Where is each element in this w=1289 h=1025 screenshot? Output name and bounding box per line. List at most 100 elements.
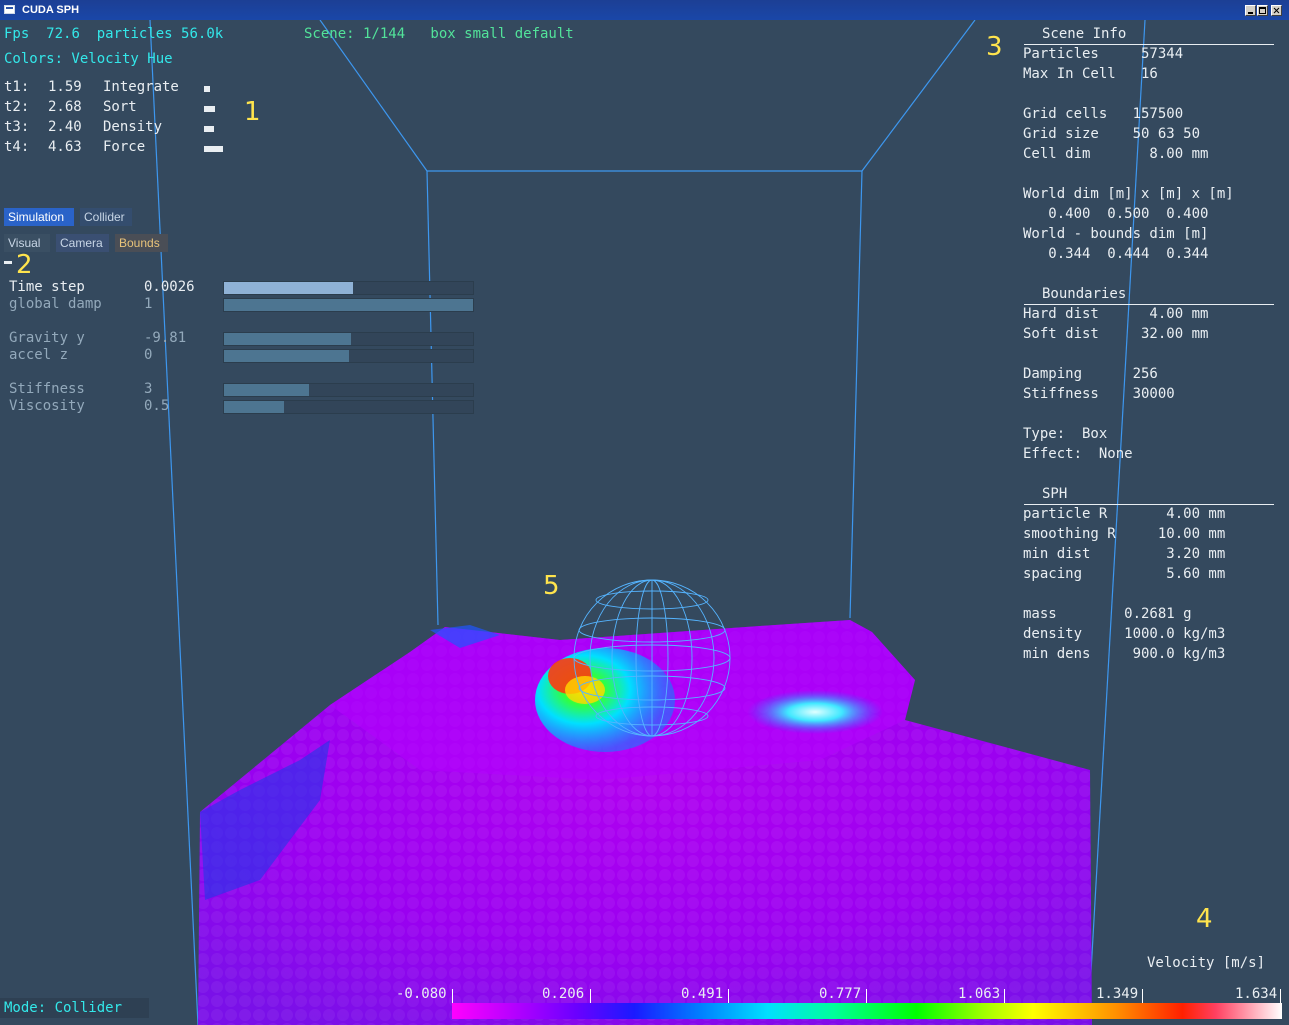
legend-tick: [452, 989, 453, 1003]
scroll-indicator: [4, 261, 12, 264]
info-world-dim-values: 0.400 0.500 0.400: [1023, 206, 1209, 222]
timing-bar: [204, 146, 223, 152]
legend-tick-label: -0.080: [396, 986, 447, 1002]
minimize-button[interactable]: [1245, 5, 1256, 16]
info-type: Type: Box: [1023, 426, 1108, 442]
param-value: 0: [144, 347, 153, 363]
window-title: CUDA SPH: [22, 4, 80, 16]
fps-label: Fps: [4, 26, 30, 42]
legend-title: Velocity [m/s]: [1147, 955, 1266, 971]
particles-value: 56.0k: [181, 26, 224, 42]
legend-tick-label: 1.063: [958, 986, 1001, 1002]
marker-3: 3: [986, 32, 1003, 62]
timing-name: Sort: [103, 99, 137, 115]
boundaries-heading: Boundaries: [1024, 286, 1274, 305]
sph-heading: SPH: [1024, 486, 1274, 505]
param-value: 1: [144, 296, 153, 312]
gravity-y-slider[interactable]: [223, 332, 474, 346]
timing-name: Integrate: [103, 79, 179, 95]
info-density: density 1000.0 kg/m3: [1023, 626, 1226, 642]
param-label: Stiffness: [9, 381, 85, 397]
info-world-dim-label: World dim [m] x [m] x [m]: [1023, 186, 1234, 202]
legend-color-bar: [452, 1003, 1282, 1019]
slider-fill: [224, 282, 354, 294]
info-particle-r: particle R 4.00 mm: [1023, 506, 1226, 522]
legend-tick: [1280, 989, 1281, 1003]
param-value: 0.0026: [144, 279, 195, 295]
info-min-dist: min dist 3.20 mm: [1023, 546, 1226, 562]
heading-text: Boundaries: [1042, 286, 1127, 302]
slider-fill: [224, 333, 351, 345]
info-effect: Effect: None: [1023, 446, 1133, 462]
timing-value: 4.63: [48, 139, 82, 155]
info-grid-size: Grid size 50 63 50: [1023, 126, 1201, 142]
legend-tick-label: 0.777: [819, 986, 862, 1002]
info-hard-dist: Hard dist 4.00 mm: [1023, 306, 1209, 322]
colors-readout: Colors: Velocity Hue: [4, 51, 173, 67]
info-max-in-cell: Max In Cell 16: [1023, 66, 1158, 82]
fps-value: 72.6: [46, 26, 80, 42]
time-step-slider[interactable]: [223, 281, 474, 295]
info-soft-dist: Soft dist 32.00 mm: [1023, 326, 1209, 342]
info-damping: Damping 256: [1023, 366, 1158, 382]
legend-tick: [1142, 989, 1143, 1003]
timing-bar: [204, 106, 215, 112]
info-cell-dim: Cell dim 8.00 mm: [1023, 146, 1209, 162]
collider-sphere: [573, 579, 731, 737]
info-particles: Particles 57344: [1023, 46, 1184, 62]
timing-value: 2.68: [48, 99, 82, 115]
marker-2: 2: [16, 250, 33, 280]
timing-bar: [204, 126, 214, 132]
info-grid-cells: Grid cells 157500: [1023, 106, 1184, 122]
legend-tick: [590, 989, 591, 1003]
param-label: Viscosity: [9, 398, 85, 414]
info-min-dens: min dens 900.0 kg/m3: [1023, 646, 1226, 662]
slider-fill: [224, 384, 309, 396]
accel-z-slider[interactable]: [223, 349, 474, 363]
viscosity-slider[interactable]: [223, 400, 474, 414]
title-bar[interactable]: CUDA SPH: [0, 0, 1289, 20]
maximize-button[interactable]: [1257, 5, 1268, 16]
global-damp-slider[interactable]: [223, 298, 474, 312]
timing-id: t4:: [4, 139, 30, 155]
marker-1: 1: [244, 97, 261, 127]
info-stiffness: Stiffness 30000: [1023, 386, 1175, 402]
timing-value: 1.59: [48, 79, 82, 95]
legend-tick-label: 1.634: [1235, 986, 1278, 1002]
legend-tick: [1004, 989, 1005, 1003]
param-label: accel z: [9, 347, 69, 363]
app-icon[interactable]: [4, 5, 15, 14]
close-button[interactable]: [1271, 5, 1282, 16]
slider-fill: [224, 299, 473, 311]
tab-visual[interactable]: Visual: [4, 234, 50, 252]
slider-fill: [224, 350, 349, 362]
info-world-bounds-values: 0.344 0.444 0.344: [1023, 246, 1209, 262]
surface-ripple: [747, 690, 883, 734]
particles-label: particles: [96, 26, 173, 42]
bounds-wireframe: [149, 20, 1146, 1025]
tab-collider[interactable]: Collider: [80, 208, 132, 226]
info-world-bounds-label: World - bounds dim [m]: [1023, 226, 1209, 242]
tab-camera[interactable]: Camera: [56, 234, 109, 252]
legend-tick-label: 1.349: [1096, 986, 1139, 1002]
tab-simulation[interactable]: Simulation: [4, 208, 74, 226]
param-value: 3: [144, 381, 153, 397]
legend-tick-label: 0.206: [542, 986, 585, 1002]
heading-text: SPH: [1042, 486, 1068, 502]
scene-info-heading: Scene Info: [1024, 26, 1274, 45]
heading-text: Scene Info: [1042, 26, 1127, 42]
param-label: Time step: [9, 279, 85, 295]
info-mass: mass 0.2681 g: [1023, 606, 1192, 622]
legend-tick-label: 0.491: [681, 986, 724, 1002]
timing-id: t3:: [4, 119, 30, 135]
fps-readout: Fps 72.6 particles 56.0k: [4, 24, 223, 44]
scene-readout: Scene: 1/144 box small default: [304, 26, 574, 42]
param-label: global damp: [9, 296, 102, 312]
timing-id: t1:: [4, 79, 30, 95]
tab-bounds[interactable]: Bounds: [115, 234, 168, 252]
simulation-viewport[interactable]: [0, 20, 1289, 1025]
legend-tick: [728, 989, 729, 1003]
stiffness-slider[interactable]: [223, 383, 474, 397]
mode-indicator: Mode: Collider: [0, 998, 149, 1018]
param-label: Gravity y: [9, 330, 85, 346]
